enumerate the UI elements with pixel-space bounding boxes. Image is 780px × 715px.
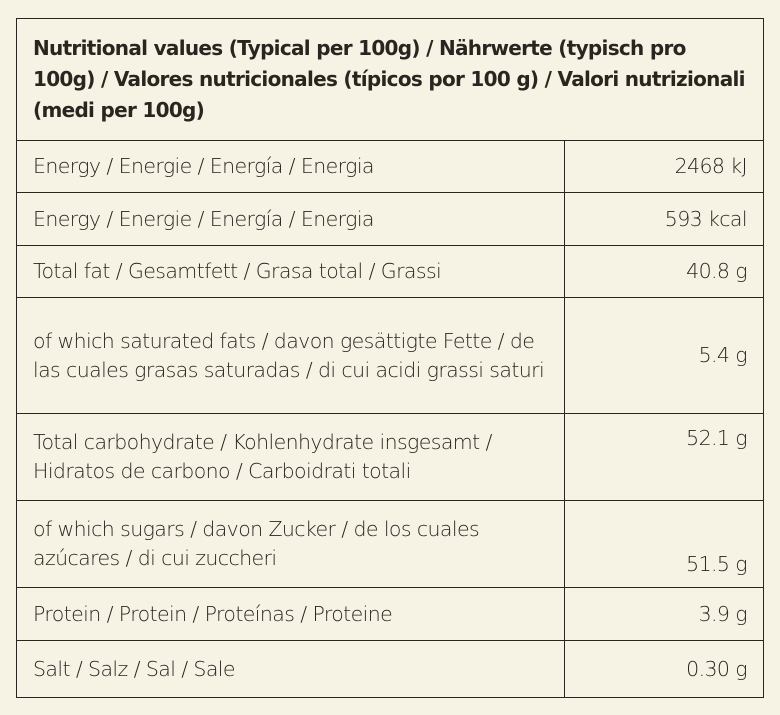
row-value: 2468 kJ [564,140,764,193]
table-row: of which saturated fats / davon gesättig… [16,297,764,414]
header-row: Nutritional values (Typical per 100g) / … [16,18,764,141]
row-label: Total fat / Gesamtfett / Grasa total / G… [16,245,565,298]
row-label: of which sugars / davon Zucker / de los … [16,500,565,588]
table-row: of which sugars / davon Zucker / de los … [16,500,764,588]
row-label: of which saturated fats / davon gesättig… [16,297,565,414]
table-row: Total carbohydrate / Kohlenhydrate insge… [16,413,764,501]
row-value: 40.8 g [564,245,764,298]
table-row: Total fat / Gesamtfett / Grasa total / G… [16,245,764,298]
row-label: Total carbohydrate / Kohlenhydrate insge… [16,413,565,501]
table-row: Energy / Energie / Energía / Energia 246… [16,140,764,193]
row-value: 51.5 g [564,500,764,588]
row-value: 5.4 g [564,297,764,414]
table-header: Nutritional values (Typical per 100g) / … [16,18,764,141]
row-label: Salt / Salz / Sal / Sale [16,640,565,698]
row-label: Energy / Energie / Energía / Energia [16,140,565,193]
row-value: 52.1 g [564,413,764,501]
table-row: Energy / Energie / Energía / Energia 593… [16,192,764,246]
nutrition-table: Nutritional values (Typical per 100g) / … [16,18,764,698]
row-label: Protein / Protein / Proteínas / Proteine [16,587,565,641]
table-row: Protein / Protein / Proteínas / Proteine… [16,587,764,641]
row-label: Energy / Energie / Energía / Energia [16,192,565,246]
table-row: Salt / Salz / Sal / Sale 0.30 g [16,640,764,698]
row-value: 3.9 g [564,587,764,641]
row-value: 0.30 g [564,640,764,698]
row-value: 593 kcal [564,192,764,246]
